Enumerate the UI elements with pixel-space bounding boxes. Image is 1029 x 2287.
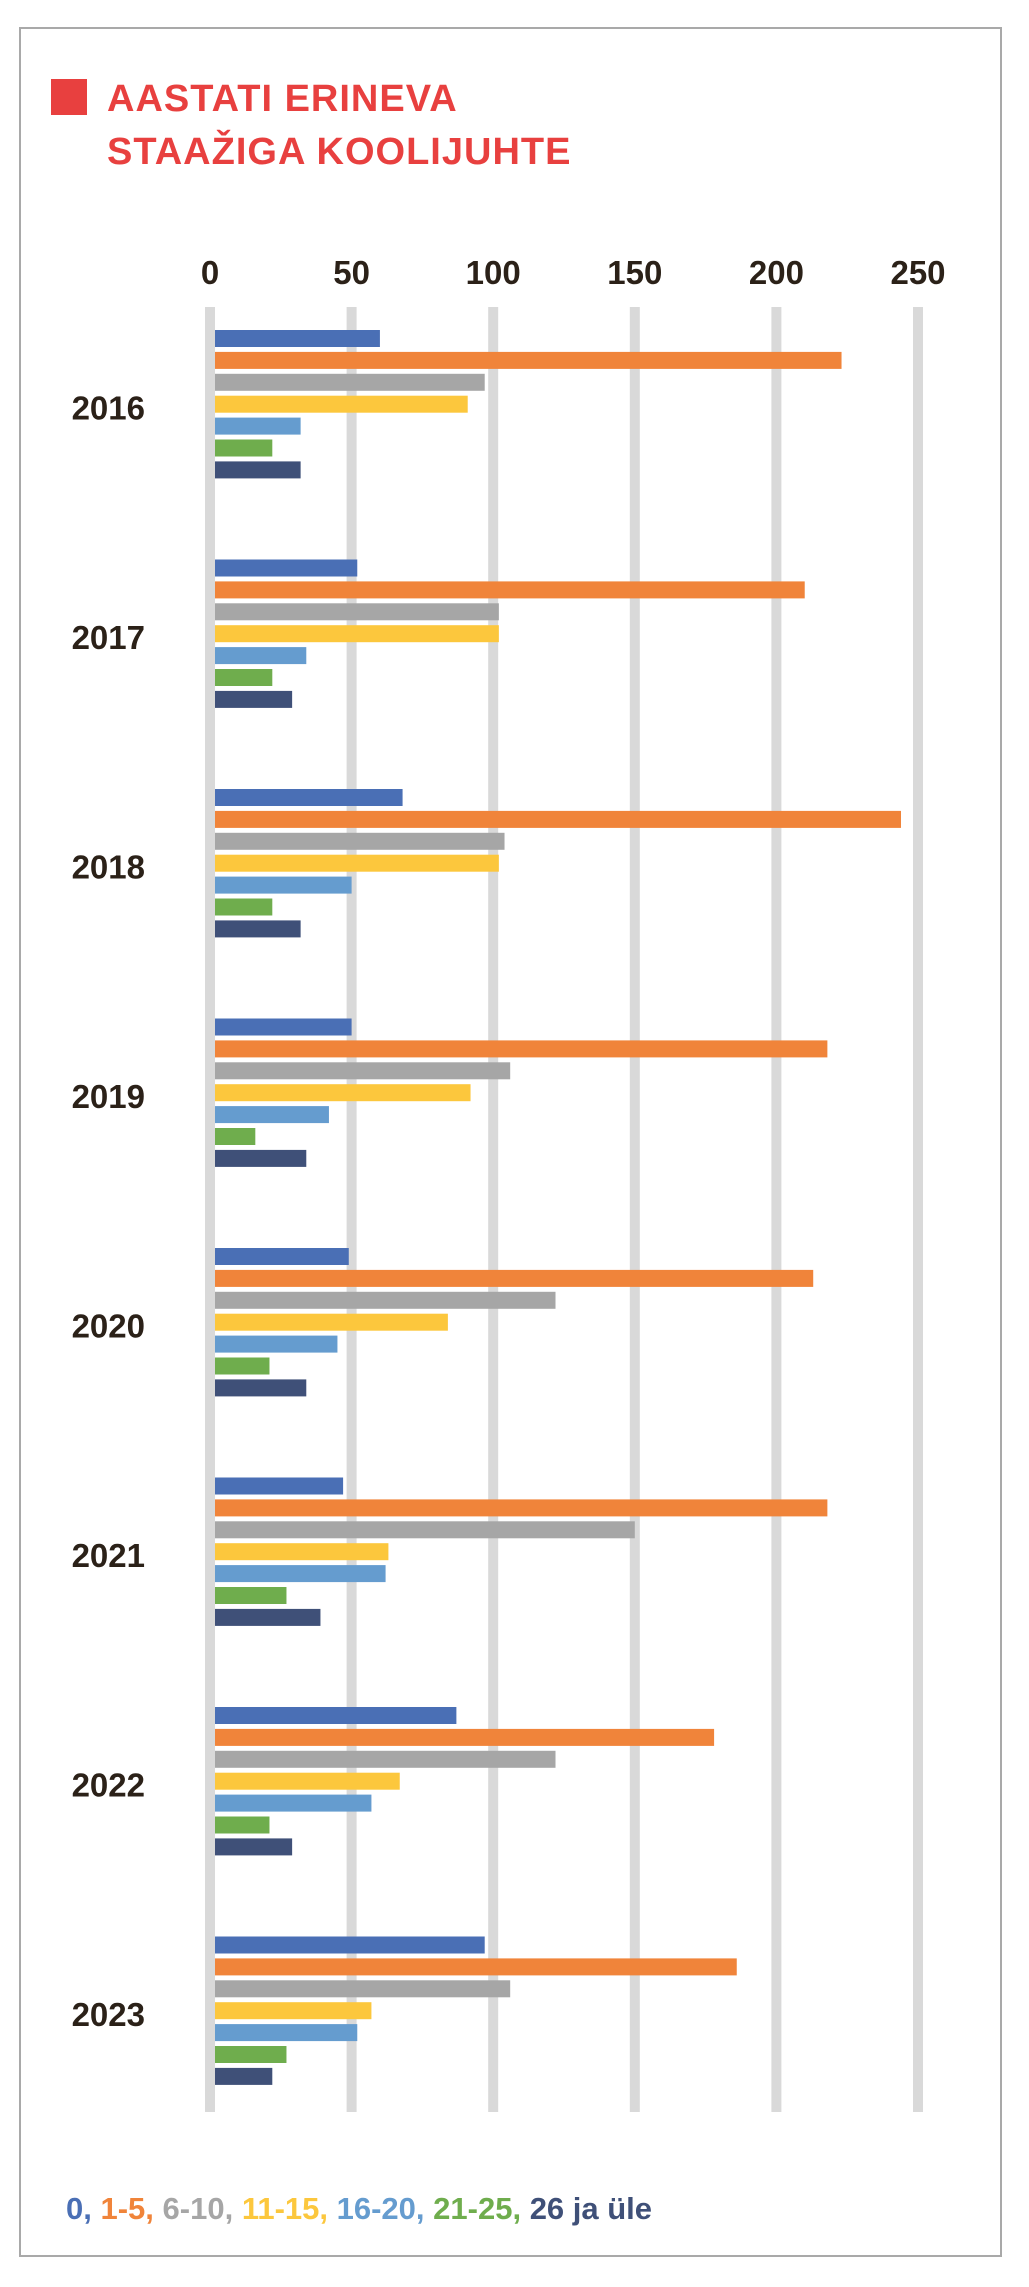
bar-2022-series-4 bbox=[215, 1794, 372, 1812]
bar-2022-series-2 bbox=[215, 1750, 556, 1768]
chart-frame bbox=[19, 27, 1002, 2257]
bar-2016-series-5 bbox=[215, 439, 273, 457]
bar-2020-series-1 bbox=[215, 1269, 814, 1287]
year-label: 2020 bbox=[72, 1308, 145, 1345]
bar-2018-series-6 bbox=[215, 920, 301, 938]
bar-2020-series-4 bbox=[215, 1335, 338, 1353]
gridline bbox=[913, 307, 923, 2112]
bar-2019-series-0 bbox=[215, 1018, 352, 1036]
gridline bbox=[346, 307, 357, 2112]
bar-2021-series-2 bbox=[215, 1521, 635, 1539]
legend: 0, 1-5, 6-10, 11-15, 16-20, 21-25, 26 ja… bbox=[66, 2191, 652, 2227]
bar-2019-series-4 bbox=[215, 1106, 329, 1124]
bar-2023-series-3 bbox=[215, 2002, 372, 2020]
legend-item: 0 bbox=[66, 2191, 84, 2226]
legend-separator: , bbox=[319, 2191, 337, 2226]
bar-2016-series-4 bbox=[215, 417, 301, 435]
bar-2023-series-1 bbox=[215, 1958, 737, 1976]
x-tick-label: 150 bbox=[607, 254, 662, 291]
year-label: 2017 bbox=[72, 619, 145, 656]
bar-2021-series-5 bbox=[215, 1587, 287, 1604]
bar-2021-series-6 bbox=[215, 1608, 321, 1626]
x-axis-tick-labels: 0 50 100 150 200 250 bbox=[201, 254, 946, 291]
legend-item: 1-5 bbox=[100, 2191, 146, 2226]
bar-2018-series-5 bbox=[215, 898, 273, 916]
legend-separator: , bbox=[145, 2191, 163, 2226]
x-tick-label: 250 bbox=[890, 254, 945, 291]
bar-2018-series-0 bbox=[215, 789, 403, 806]
bar-2016-series-6 bbox=[215, 461, 301, 479]
chart-title-line-2: STAAŽIGA KOOLIJUHTE bbox=[107, 131, 572, 173]
x-tick-label: 50 bbox=[333, 254, 370, 291]
gridline bbox=[771, 307, 782, 2112]
gridline bbox=[488, 307, 499, 2112]
legend-separator: , bbox=[512, 2191, 530, 2226]
bar-2020-series-0 bbox=[215, 1248, 349, 1265]
bar-2018-series-3 bbox=[215, 854, 499, 872]
year-label: 2019 bbox=[72, 1078, 145, 1115]
bar-2017-series-2 bbox=[215, 603, 499, 621]
bar-2022-series-5 bbox=[215, 1816, 270, 1834]
year-label: 2022 bbox=[72, 1767, 145, 1804]
bar-2022-series-6 bbox=[215, 1838, 293, 1856]
bar-2019-series-5 bbox=[215, 1128, 256, 1145]
year-label: 2023 bbox=[72, 1996, 145, 2033]
gridline bbox=[205, 307, 215, 2112]
legend-item: 16-20 bbox=[336, 2191, 416, 2226]
bar-2016-series-0 bbox=[215, 330, 380, 347]
bar-2017-series-1 bbox=[215, 581, 805, 599]
legend-separator: , bbox=[224, 2191, 242, 2226]
legend-item: 26 ja üle bbox=[529, 2191, 653, 2226]
bar-2023-series-4 bbox=[215, 2024, 358, 2042]
bar-2017-series-0 bbox=[215, 559, 358, 577]
bar-2023-series-0 bbox=[215, 1936, 485, 1954]
bar-2022-series-1 bbox=[215, 1728, 715, 1746]
bar-2017-series-4 bbox=[215, 647, 307, 665]
bar-2021-series-1 bbox=[215, 1499, 828, 1517]
bar-2016-series-1 bbox=[215, 351, 842, 369]
bar-2018-series-1 bbox=[215, 810, 902, 828]
bar-2021-series-3 bbox=[215, 1543, 389, 1561]
chart-title-line-1: AASTATI ERINEVA bbox=[107, 78, 458, 120]
bar-2023-series-6 bbox=[215, 2067, 273, 2085]
bar-2021-series-0 bbox=[215, 1477, 344, 1495]
year-labels: 2016 2017 2018 2019 2020 2021 2022 2023 bbox=[72, 390, 145, 2034]
bar-2020-series-5 bbox=[215, 1357, 270, 1375]
bar-2018-series-2 bbox=[215, 832, 505, 850]
x-tick-label: 0 bbox=[201, 254, 219, 291]
year-label: 2016 bbox=[72, 390, 145, 427]
bar-2019-series-6 bbox=[215, 1149, 307, 1167]
year-label: 2021 bbox=[72, 1537, 145, 1574]
bar-2019-series-2 bbox=[215, 1062, 511, 1080]
bar-2017-series-5 bbox=[215, 669, 273, 686]
x-tick-label: 200 bbox=[749, 254, 804, 291]
bar-2020-series-3 bbox=[215, 1313, 448, 1331]
bar-2021-series-4 bbox=[215, 1565, 386, 1583]
bar-2022-series-3 bbox=[215, 1772, 400, 1790]
bar-2023-series-5 bbox=[215, 2046, 287, 2063]
bar-2018-series-4 bbox=[215, 876, 352, 894]
legend-item: 6-10 bbox=[162, 2191, 225, 2226]
bar-2022-series-0 bbox=[215, 1707, 457, 1724]
legend-separator: , bbox=[83, 2191, 101, 2226]
legend-item: 21-25 bbox=[433, 2191, 513, 2226]
title-marker-square bbox=[51, 79, 87, 115]
gridline bbox=[629, 307, 640, 2112]
bar-2017-series-3 bbox=[215, 625, 499, 643]
bar-2020-series-2 bbox=[215, 1291, 556, 1309]
bar-2020-series-6 bbox=[215, 1379, 307, 1397]
bar-2016-series-3 bbox=[215, 395, 468, 413]
legend-item: 11-15 bbox=[241, 2191, 320, 2226]
year-label: 2018 bbox=[72, 849, 145, 886]
bar-2019-series-1 bbox=[215, 1040, 828, 1058]
bar-2016-series-2 bbox=[215, 373, 485, 391]
bar-2023-series-2 bbox=[215, 1980, 511, 1998]
gridlines bbox=[205, 307, 923, 2112]
bar-2019-series-3 bbox=[215, 1084, 471, 1102]
bars bbox=[215, 330, 902, 2085]
x-tick-label: 100 bbox=[466, 254, 521, 291]
legend-separator: , bbox=[415, 2191, 434, 2226]
bar-2017-series-6 bbox=[215, 690, 293, 708]
